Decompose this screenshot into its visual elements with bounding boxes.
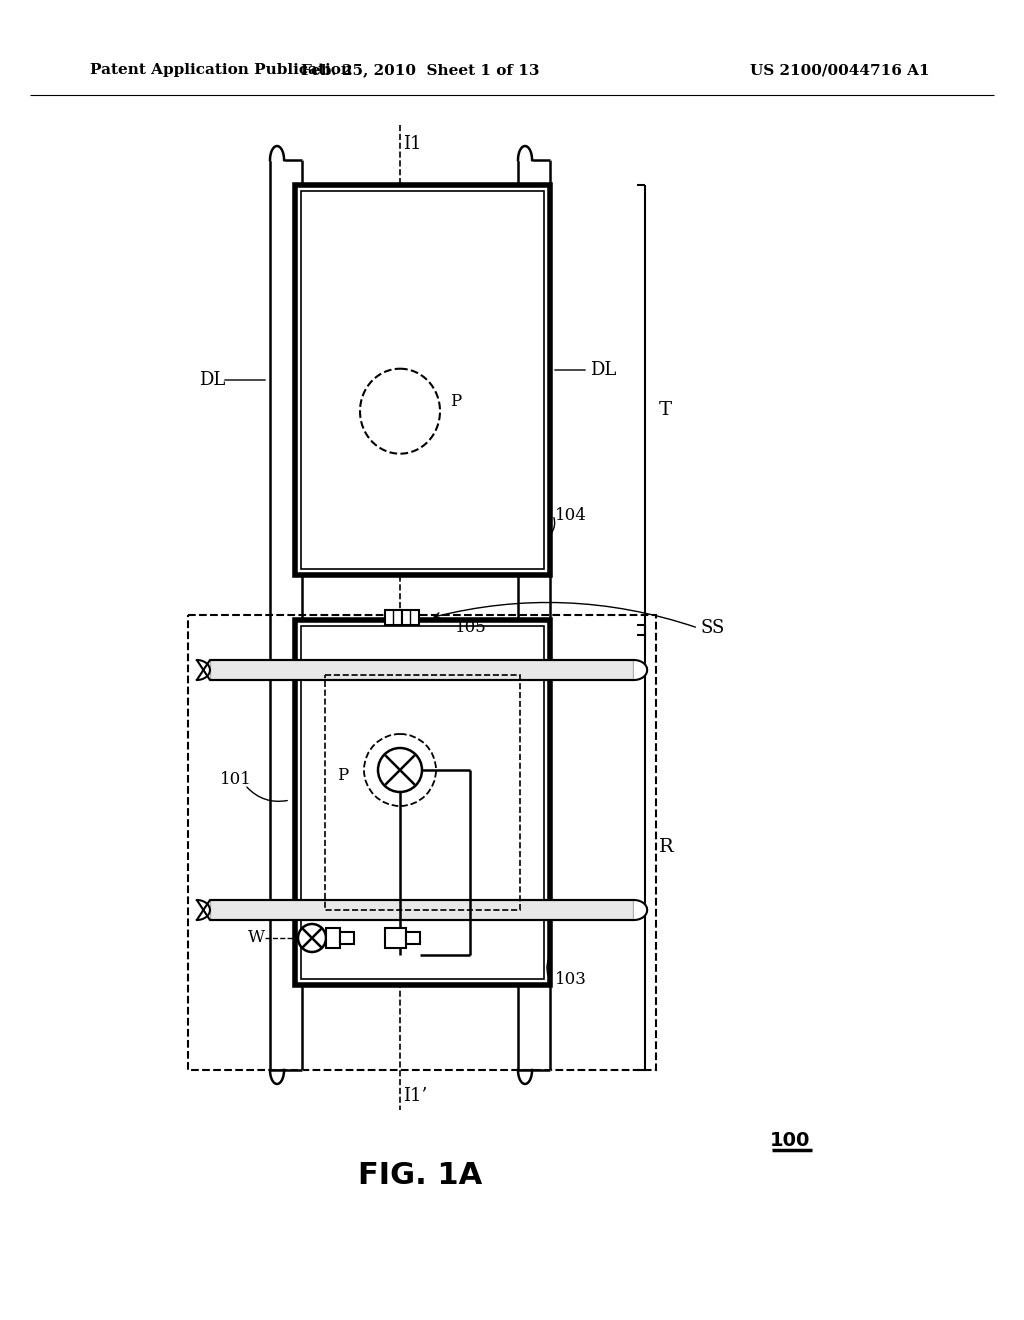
Text: SS: SS [700,619,724,638]
Text: DL: DL [590,360,616,379]
Text: 101: 101 [220,771,252,788]
Polygon shape [634,660,647,680]
Text: I1’: I1’ [403,1086,427,1105]
Bar [402,610,419,624]
Text: Feb. 25, 2010  Sheet 1 of 13: Feb. 25, 2010 Sheet 1 of 13 [301,63,540,77]
Polygon shape [634,900,647,920]
Polygon shape [518,160,550,1071]
Text: P: P [337,767,348,784]
Bar [325,675,520,909]
Bar [188,615,656,1071]
Bar [340,932,354,944]
Text: 105: 105 [455,619,486,636]
Text: 104: 104 [555,507,587,524]
Text: P: P [450,393,461,409]
Bar [406,932,420,944]
Circle shape [298,924,326,952]
Text: Patent Application Publication: Patent Application Publication [90,63,352,77]
Text: R: R [659,838,674,857]
Bar [385,610,402,624]
Polygon shape [518,140,550,160]
Polygon shape [518,1071,550,1090]
Bar [301,191,544,569]
Bar [295,185,550,576]
Polygon shape [270,140,302,160]
Text: I1: I1 [403,135,422,153]
Text: T: T [659,401,672,418]
Polygon shape [270,160,302,1071]
Bar [295,620,550,985]
Ellipse shape [360,368,440,454]
Text: 100: 100 [770,1130,810,1150]
Circle shape [378,748,422,792]
Text: FIG. 1A: FIG. 1A [357,1160,482,1189]
Text: 103: 103 [555,972,587,989]
Text: W: W [248,929,265,946]
Polygon shape [270,1071,302,1090]
Bar [210,900,634,920]
Bar [385,928,406,948]
Bar [301,626,544,979]
Polygon shape [197,660,210,680]
Polygon shape [197,900,210,920]
Bar [210,660,634,680]
Text: DL: DL [199,371,225,389]
Bar [326,928,340,948]
Text: US 2100/0044716 A1: US 2100/0044716 A1 [750,63,930,77]
